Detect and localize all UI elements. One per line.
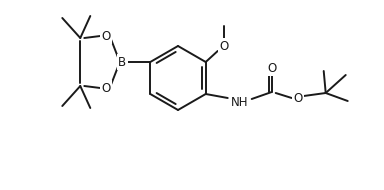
Text: O: O — [102, 29, 111, 43]
Text: NH: NH — [231, 96, 248, 108]
Text: O: O — [267, 62, 276, 74]
Text: O: O — [293, 92, 302, 105]
Text: O: O — [219, 40, 228, 52]
Text: B: B — [118, 55, 126, 69]
Text: O: O — [102, 82, 111, 94]
